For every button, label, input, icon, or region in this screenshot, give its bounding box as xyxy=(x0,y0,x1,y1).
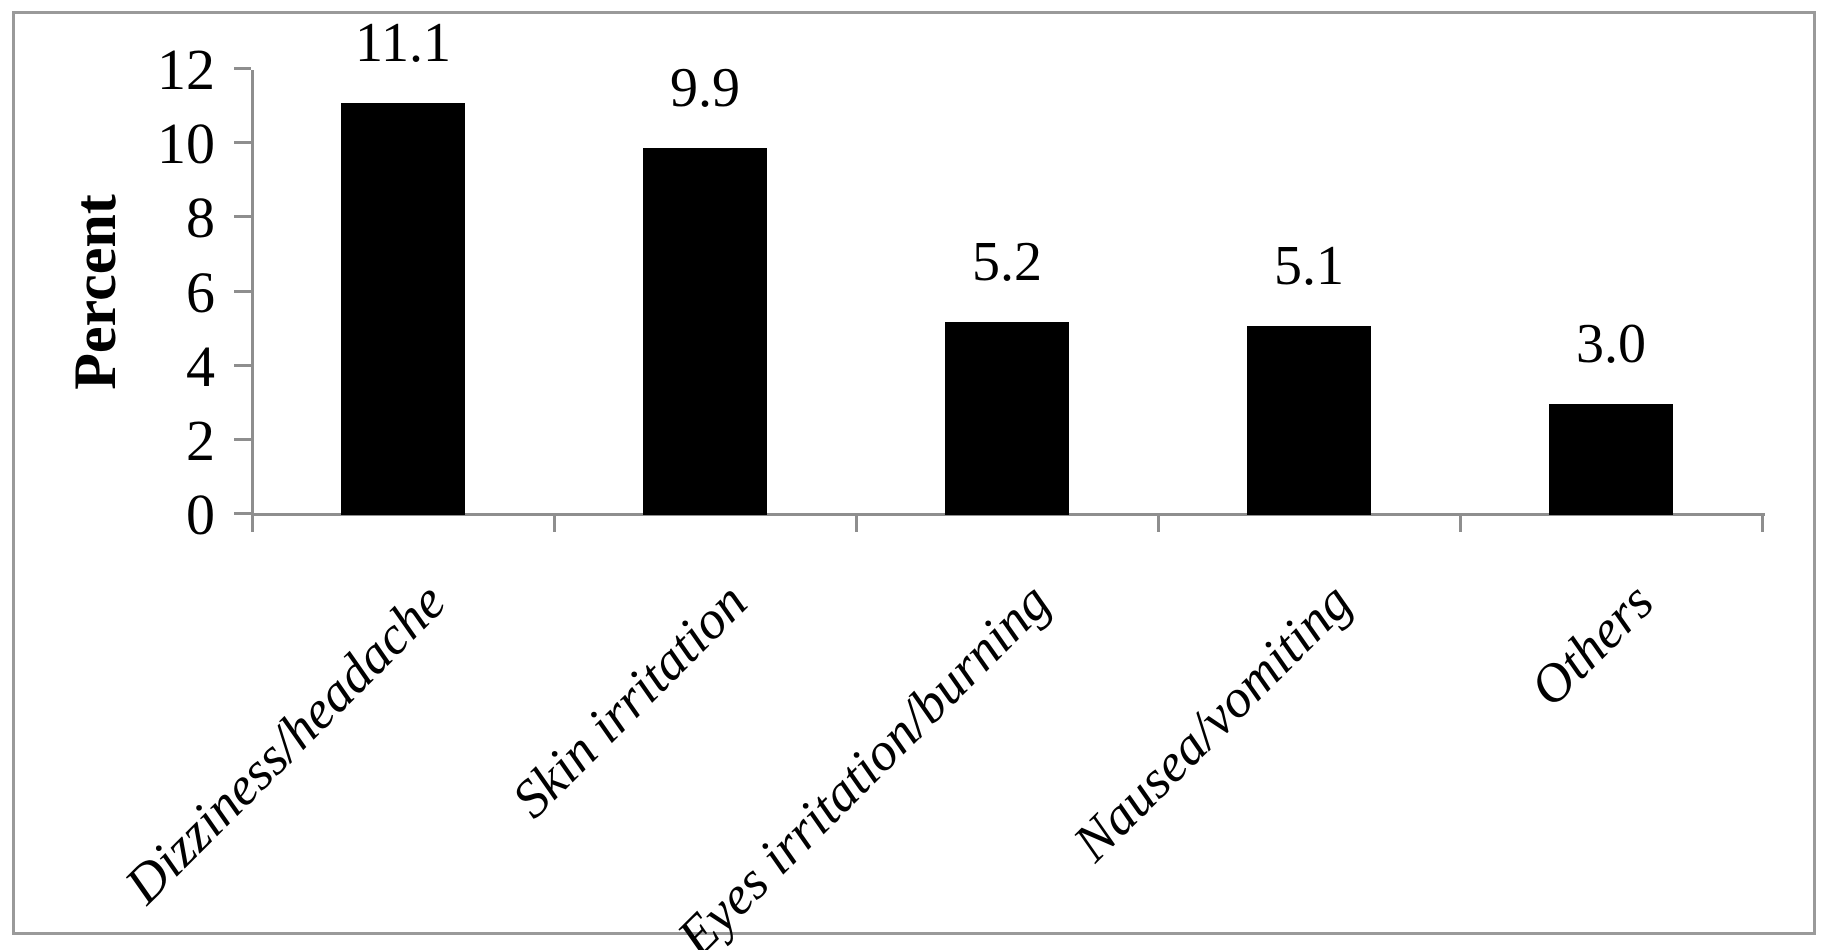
y-axis-line xyxy=(251,70,254,518)
x-boundary-tick xyxy=(553,513,556,532)
bar xyxy=(341,103,465,515)
bar-value-label: 5.2 xyxy=(972,231,1042,294)
bar-value-label: 3.0 xyxy=(1576,312,1646,375)
y-tick-label: 6 xyxy=(186,259,215,325)
x-boundary-tick xyxy=(1761,513,1764,532)
bar xyxy=(643,147,767,515)
y-tick xyxy=(234,437,251,441)
y-tick-label: 10 xyxy=(157,111,215,177)
bar-value-label: 5.1 xyxy=(1274,234,1344,297)
y-tick xyxy=(234,141,251,145)
bar-value-label: 11.1 xyxy=(355,12,451,75)
bar xyxy=(1247,325,1371,515)
x-boundary-tick xyxy=(1459,513,1462,532)
x-boundary-tick xyxy=(1157,513,1160,532)
y-tick-label: 12 xyxy=(157,37,215,102)
y-tick xyxy=(234,215,251,219)
bar xyxy=(945,322,1069,515)
y-tick xyxy=(234,363,251,367)
y-tick-label: 4 xyxy=(186,333,215,399)
y-tick-label: 8 xyxy=(186,185,215,251)
y-tick xyxy=(234,289,251,293)
y-tick-label: 2 xyxy=(186,407,215,473)
bar-value-label: 9.9 xyxy=(670,56,740,119)
x-boundary-tick xyxy=(855,513,858,532)
y-tick xyxy=(234,67,251,70)
x-boundary-tick xyxy=(251,513,254,532)
y-tick-label: 0 xyxy=(186,482,215,547)
y-tick xyxy=(234,512,251,515)
bar xyxy=(1549,403,1673,515)
figure-border xyxy=(12,11,1816,935)
